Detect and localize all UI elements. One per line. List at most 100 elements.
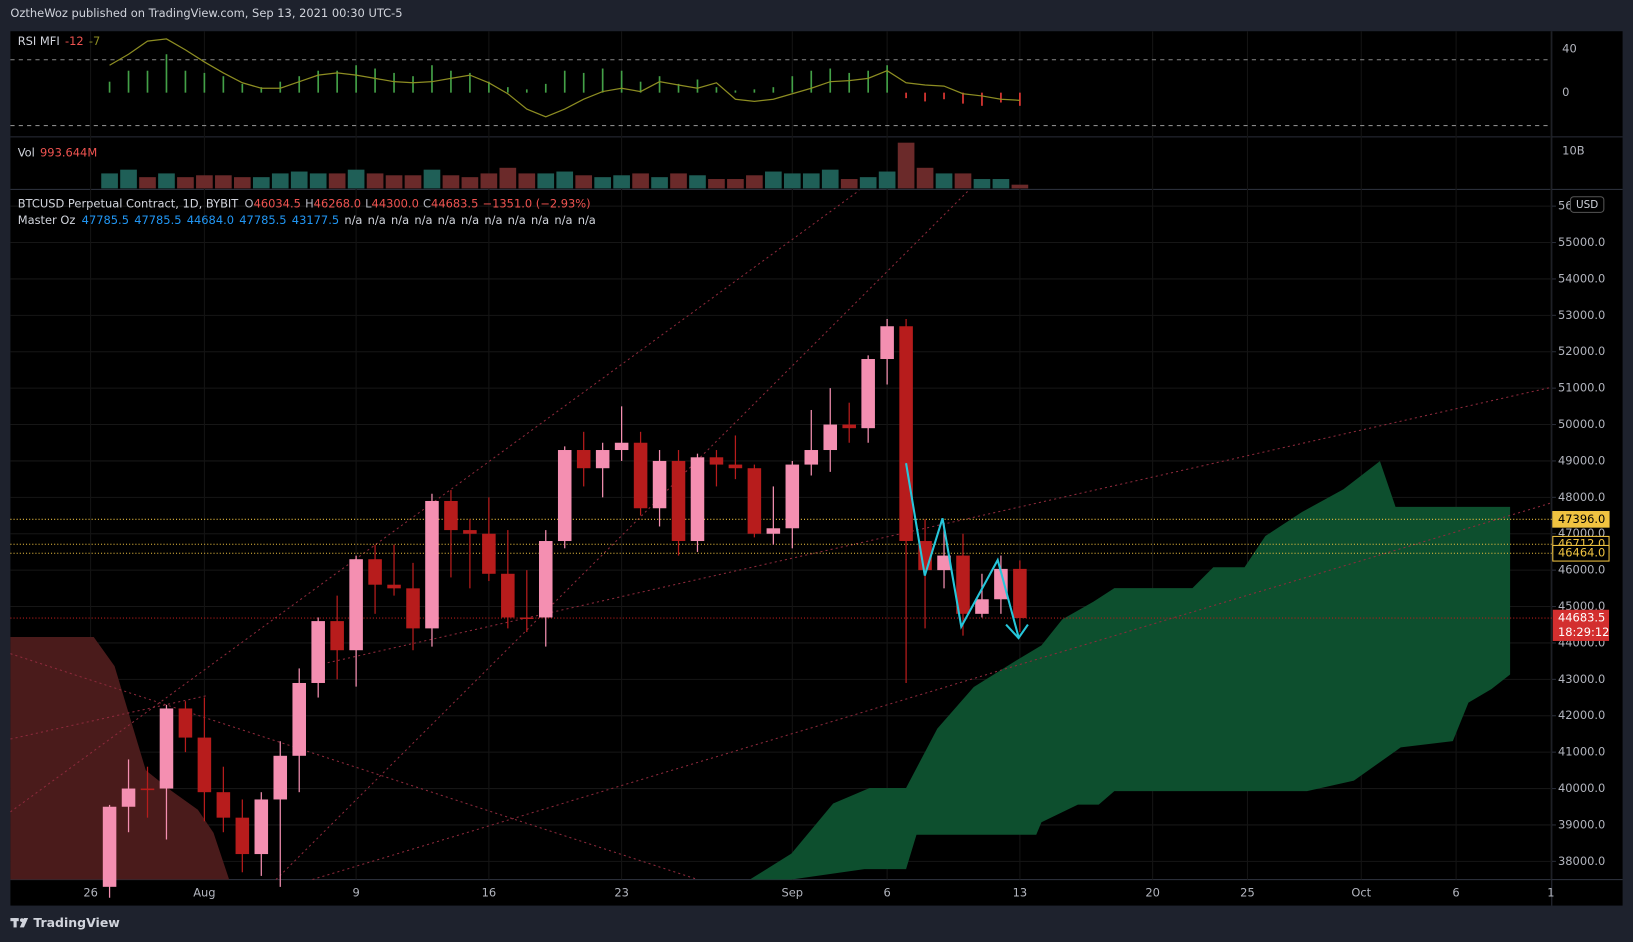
x-tick-label: 6 — [1452, 886, 1459, 900]
currency-label: USD — [1576, 199, 1598, 211]
y-tick-label: 54000.0 — [1558, 271, 1605, 285]
candle-body — [368, 559, 382, 585]
x-tick-label: 26 — [83, 886, 98, 900]
candle-body — [425, 500, 439, 629]
candle-body — [671, 460, 686, 542]
volume-bar — [215, 175, 232, 189]
candle-body — [956, 555, 970, 614]
indicator-value: 47785.5 — [239, 213, 286, 227]
volume-bar — [499, 167, 517, 189]
candle-body — [595, 450, 610, 469]
logo-part — [19, 918, 29, 928]
volume-bar — [802, 173, 820, 189]
mfi-line — [109, 38, 1020, 118]
y-tick-label: 48000.0 — [1558, 490, 1605, 504]
indicator-missing: n/a — [554, 213, 572, 227]
volume-tick-label: 10B — [1562, 143, 1585, 157]
candle-body — [804, 450, 819, 465]
volume-bar — [556, 171, 574, 189]
x-tick-label: Oct — [1351, 886, 1371, 900]
indicator-missing: n/a — [438, 213, 456, 227]
series-title: BTCUSD Perpetual Contract, 1D, BYBIT — [18, 197, 240, 211]
ohlc-letter: L — [365, 197, 372, 211]
countdown: 18:29:12 — [1558, 625, 1609, 639]
volume-bar — [973, 179, 991, 189]
x-tick-label: 25 — [1240, 886, 1255, 900]
volume-bar — [727, 179, 744, 189]
price-level-label: 47396.0 — [1558, 512, 1605, 526]
volume-bar — [651, 177, 668, 189]
candle-body — [975, 599, 989, 614]
candle-body — [937, 555, 951, 571]
candle-body — [728, 464, 743, 469]
volume-bar — [139, 177, 156, 189]
volume-bar — [840, 179, 858, 189]
x-tick-label: 1 — [1547, 886, 1554, 900]
candle-body — [880, 326, 894, 360]
x-tick-label: 23 — [614, 886, 629, 900]
y-tick-label: 56 — [1558, 199, 1573, 213]
y-tick-label: 52000.0 — [1558, 344, 1605, 358]
y-tick-label: 49000.0 — [1558, 453, 1605, 467]
y-tick-label: 43000.0 — [1558, 672, 1605, 686]
candle-body — [842, 424, 856, 429]
levels — [10, 518, 1552, 619]
volume-bar — [1011, 184, 1029, 189]
volume-bar — [897, 142, 915, 189]
candle-body — [785, 464, 800, 529]
candle-body — [652, 460, 667, 509]
candle-body — [690, 457, 705, 542]
indicator-missing: n/a — [508, 213, 526, 227]
x-tick-label: 6 — [883, 886, 890, 900]
y-tick-label: 39000.0 — [1558, 817, 1605, 831]
y-tick-label: 38000.0 — [1558, 854, 1605, 868]
candle-body — [614, 442, 629, 451]
rsi-last-value: -12 — [65, 34, 84, 48]
indicator-value: 47785.5 — [82, 213, 129, 227]
volume-bar — [878, 171, 896, 189]
indicator-missing: n/a — [461, 213, 479, 227]
currency-badge — [1569, 196, 1605, 213]
x-tick-label: 20 — [1145, 886, 1160, 900]
candle-body — [823, 424, 838, 451]
candle-body — [178, 708, 193, 738]
volume-bar — [290, 171, 308, 189]
candle-body — [861, 359, 875, 429]
volume-bar — [670, 173, 687, 189]
y-tick-label: 45000.0 — [1558, 599, 1605, 613]
indicator-missing: n/a — [368, 213, 386, 227]
candle-body — [633, 442, 648, 509]
ohlc-value: 46034.5 — [254, 197, 301, 211]
y-tick-label: 42000.0 — [1558, 708, 1605, 722]
volume-bar — [461, 177, 479, 189]
volume-bar — [916, 167, 934, 189]
candle-body — [330, 621, 344, 651]
volume-bar — [859, 177, 877, 189]
y-tick-label: 51000.0 — [1558, 381, 1605, 395]
volume-bar — [177, 177, 194, 189]
tv-logo — [10, 918, 29, 928]
volume-bar — [765, 171, 782, 189]
volume-bar — [935, 173, 953, 189]
candle-body — [520, 617, 534, 620]
candles — [102, 318, 1027, 898]
y-tick-label: 46000.0 — [1558, 563, 1605, 577]
candle-body — [501, 573, 515, 618]
x-tick-label: Aug — [193, 886, 215, 900]
candle-body — [387, 584, 401, 589]
volume-bar — [271, 173, 289, 189]
candle-body — [538, 541, 553, 618]
volume-bar — [347, 169, 365, 189]
ohlc-value: 44683.5 — [431, 197, 478, 211]
volume-bar — [783, 173, 801, 189]
indicator-missing: n/a — [391, 213, 409, 227]
volume-bar — [632, 173, 649, 189]
volume-bar — [746, 175, 763, 189]
candle-body — [709, 457, 724, 465]
volume-bar — [423, 169, 441, 189]
last-price-label: 44683.5 — [1558, 611, 1605, 625]
y-tick-label: 50000.0 — [1558, 417, 1605, 431]
volume-bar — [328, 173, 346, 189]
volume-last-label: 993.644M — [40, 146, 97, 160]
